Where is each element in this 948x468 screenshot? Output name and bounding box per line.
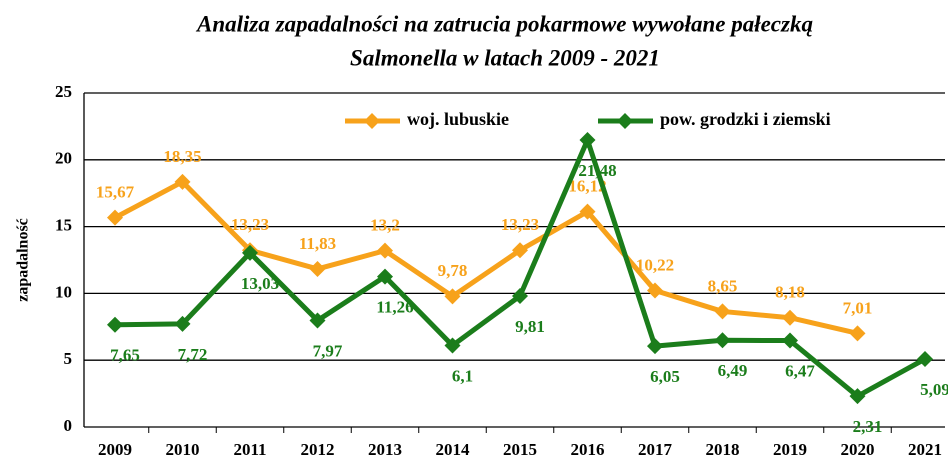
data-label: 11,83 [299,234,336,253]
legend-label: pow. grodzki i ziemski [660,109,831,129]
y-tick-label: 0 [64,416,73,435]
legend-marker [364,113,380,129]
x-tick-label: 2020 [841,440,875,459]
x-tick-label: 2013 [368,440,402,459]
data-label: 7,97 [313,341,343,360]
point [647,282,663,299]
point [377,242,393,259]
point [377,268,393,285]
legend-label: woj. lubuskie [407,109,509,129]
point [579,132,596,149]
data-label: 11,26 [376,297,413,316]
legend-marker [617,113,633,129]
x-tick-label: 2009 [98,440,132,459]
data-label: 13,23 [231,215,269,234]
x-tick-label: 2017 [638,440,673,459]
data-label: 18,35 [163,147,201,166]
point [309,260,326,277]
point [512,242,528,259]
x-tick-label: 2010 [166,440,200,459]
data-label: 15,67 [96,183,135,202]
point [444,288,461,305]
y-tick-label: 15 [55,216,72,235]
data-label: 16,12 [568,177,606,196]
data-label: 9,81 [515,317,545,336]
point [242,244,258,261]
x-tick-label: 2019 [773,440,807,459]
y-tick-label: 25 [55,82,72,101]
data-label: 6,1 [452,366,473,385]
point [849,388,866,405]
point [647,338,663,355]
x-tick-label: 2016 [571,440,605,459]
data-label: 2,31 [853,417,883,436]
data-label: 7,65 [110,346,140,365]
data-label: 6,49 [718,361,748,380]
point [107,209,123,226]
point [782,309,798,326]
data-label: 13,2 [370,216,400,235]
data-label: 10,22 [636,255,674,274]
y-tick-label: 20 [55,149,72,168]
point [714,303,731,320]
point [444,337,461,354]
data-label: 13,23 [501,215,539,234]
data-label: 6,05 [650,367,680,386]
data-label: 7,01 [843,298,873,317]
point [849,325,866,342]
chart-title: Salmonella w latach 2009 - 2021 [350,45,660,70]
chart-title: Analiza zapadalności na zatrucia pokarmo… [195,11,813,36]
data-label: 6,47 [785,361,815,380]
y-tick-label: 5 [64,349,73,368]
point [174,173,191,190]
data-label: 8,65 [708,276,738,295]
y-axis-label: zapadalność [15,218,32,302]
x-tick-label: 2011 [233,440,266,459]
point [579,203,596,220]
data-label: 8,18 [775,283,805,302]
series-line [114,137,927,399]
x-tick-label: 2012 [301,440,335,459]
data-label: 13,03 [241,274,279,293]
x-tick-label: 2018 [706,440,740,459]
series-line [113,179,859,336]
point [714,332,731,349]
point [107,316,123,333]
point [174,315,191,332]
data-label: 7,72 [178,345,208,364]
point [309,312,326,329]
point [917,350,933,367]
data-label: 9,78 [438,261,468,280]
point [782,332,798,349]
x-tick-label: 2021 [908,440,942,459]
x-tick-label: 2014 [436,440,471,459]
data-label: 21,48 [578,161,616,180]
x-tick-label: 2015 [503,440,537,459]
y-tick-label: 10 [55,282,72,301]
point [512,287,528,304]
data-label: 5,09 [920,380,948,399]
